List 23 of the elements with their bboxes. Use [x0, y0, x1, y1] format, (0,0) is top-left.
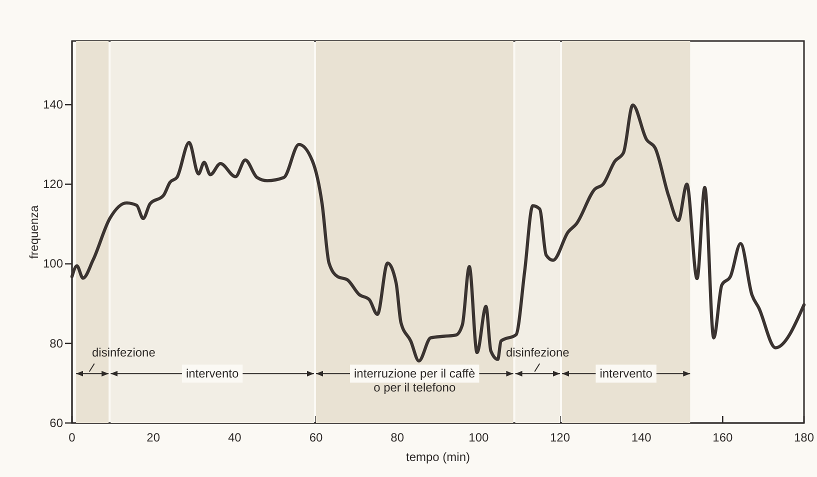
x-tick-label: 180	[794, 430, 814, 445]
y-tick-label: 120	[42, 177, 64, 192]
band-label: intervento	[600, 366, 653, 381]
band-label: intervento	[186, 366, 239, 381]
line-series	[70, 103, 806, 363]
x-tick-label: 100	[468, 430, 489, 445]
x-tick-label: 0	[68, 430, 76, 445]
x-axis-title: tempo (min)	[406, 450, 470, 464]
band-label: disinfezione	[92, 346, 156, 360]
y-axis-title: frequenza	[27, 204, 41, 259]
x-tick-label: 160	[712, 430, 733, 445]
band-label: interruzione per il caffè o per il telefono	[354, 366, 476, 395]
y-tick-label: 140	[42, 98, 64, 112]
x-tick-label: 120	[550, 430, 570, 445]
y-tick-label: 60	[50, 416, 64, 430]
y-tick-label: 80	[50, 336, 64, 350]
x-tick-label: 60	[309, 430, 323, 445]
x-tick-label: 140	[631, 430, 652, 445]
x-tick-label: 40	[228, 430, 242, 445]
y-tick-label: 100	[42, 256, 64, 271]
x-tick-label: 20	[146, 430, 160, 445]
band-label: disinfezione	[506, 346, 570, 360]
x-tick-label: 80	[390, 430, 404, 445]
